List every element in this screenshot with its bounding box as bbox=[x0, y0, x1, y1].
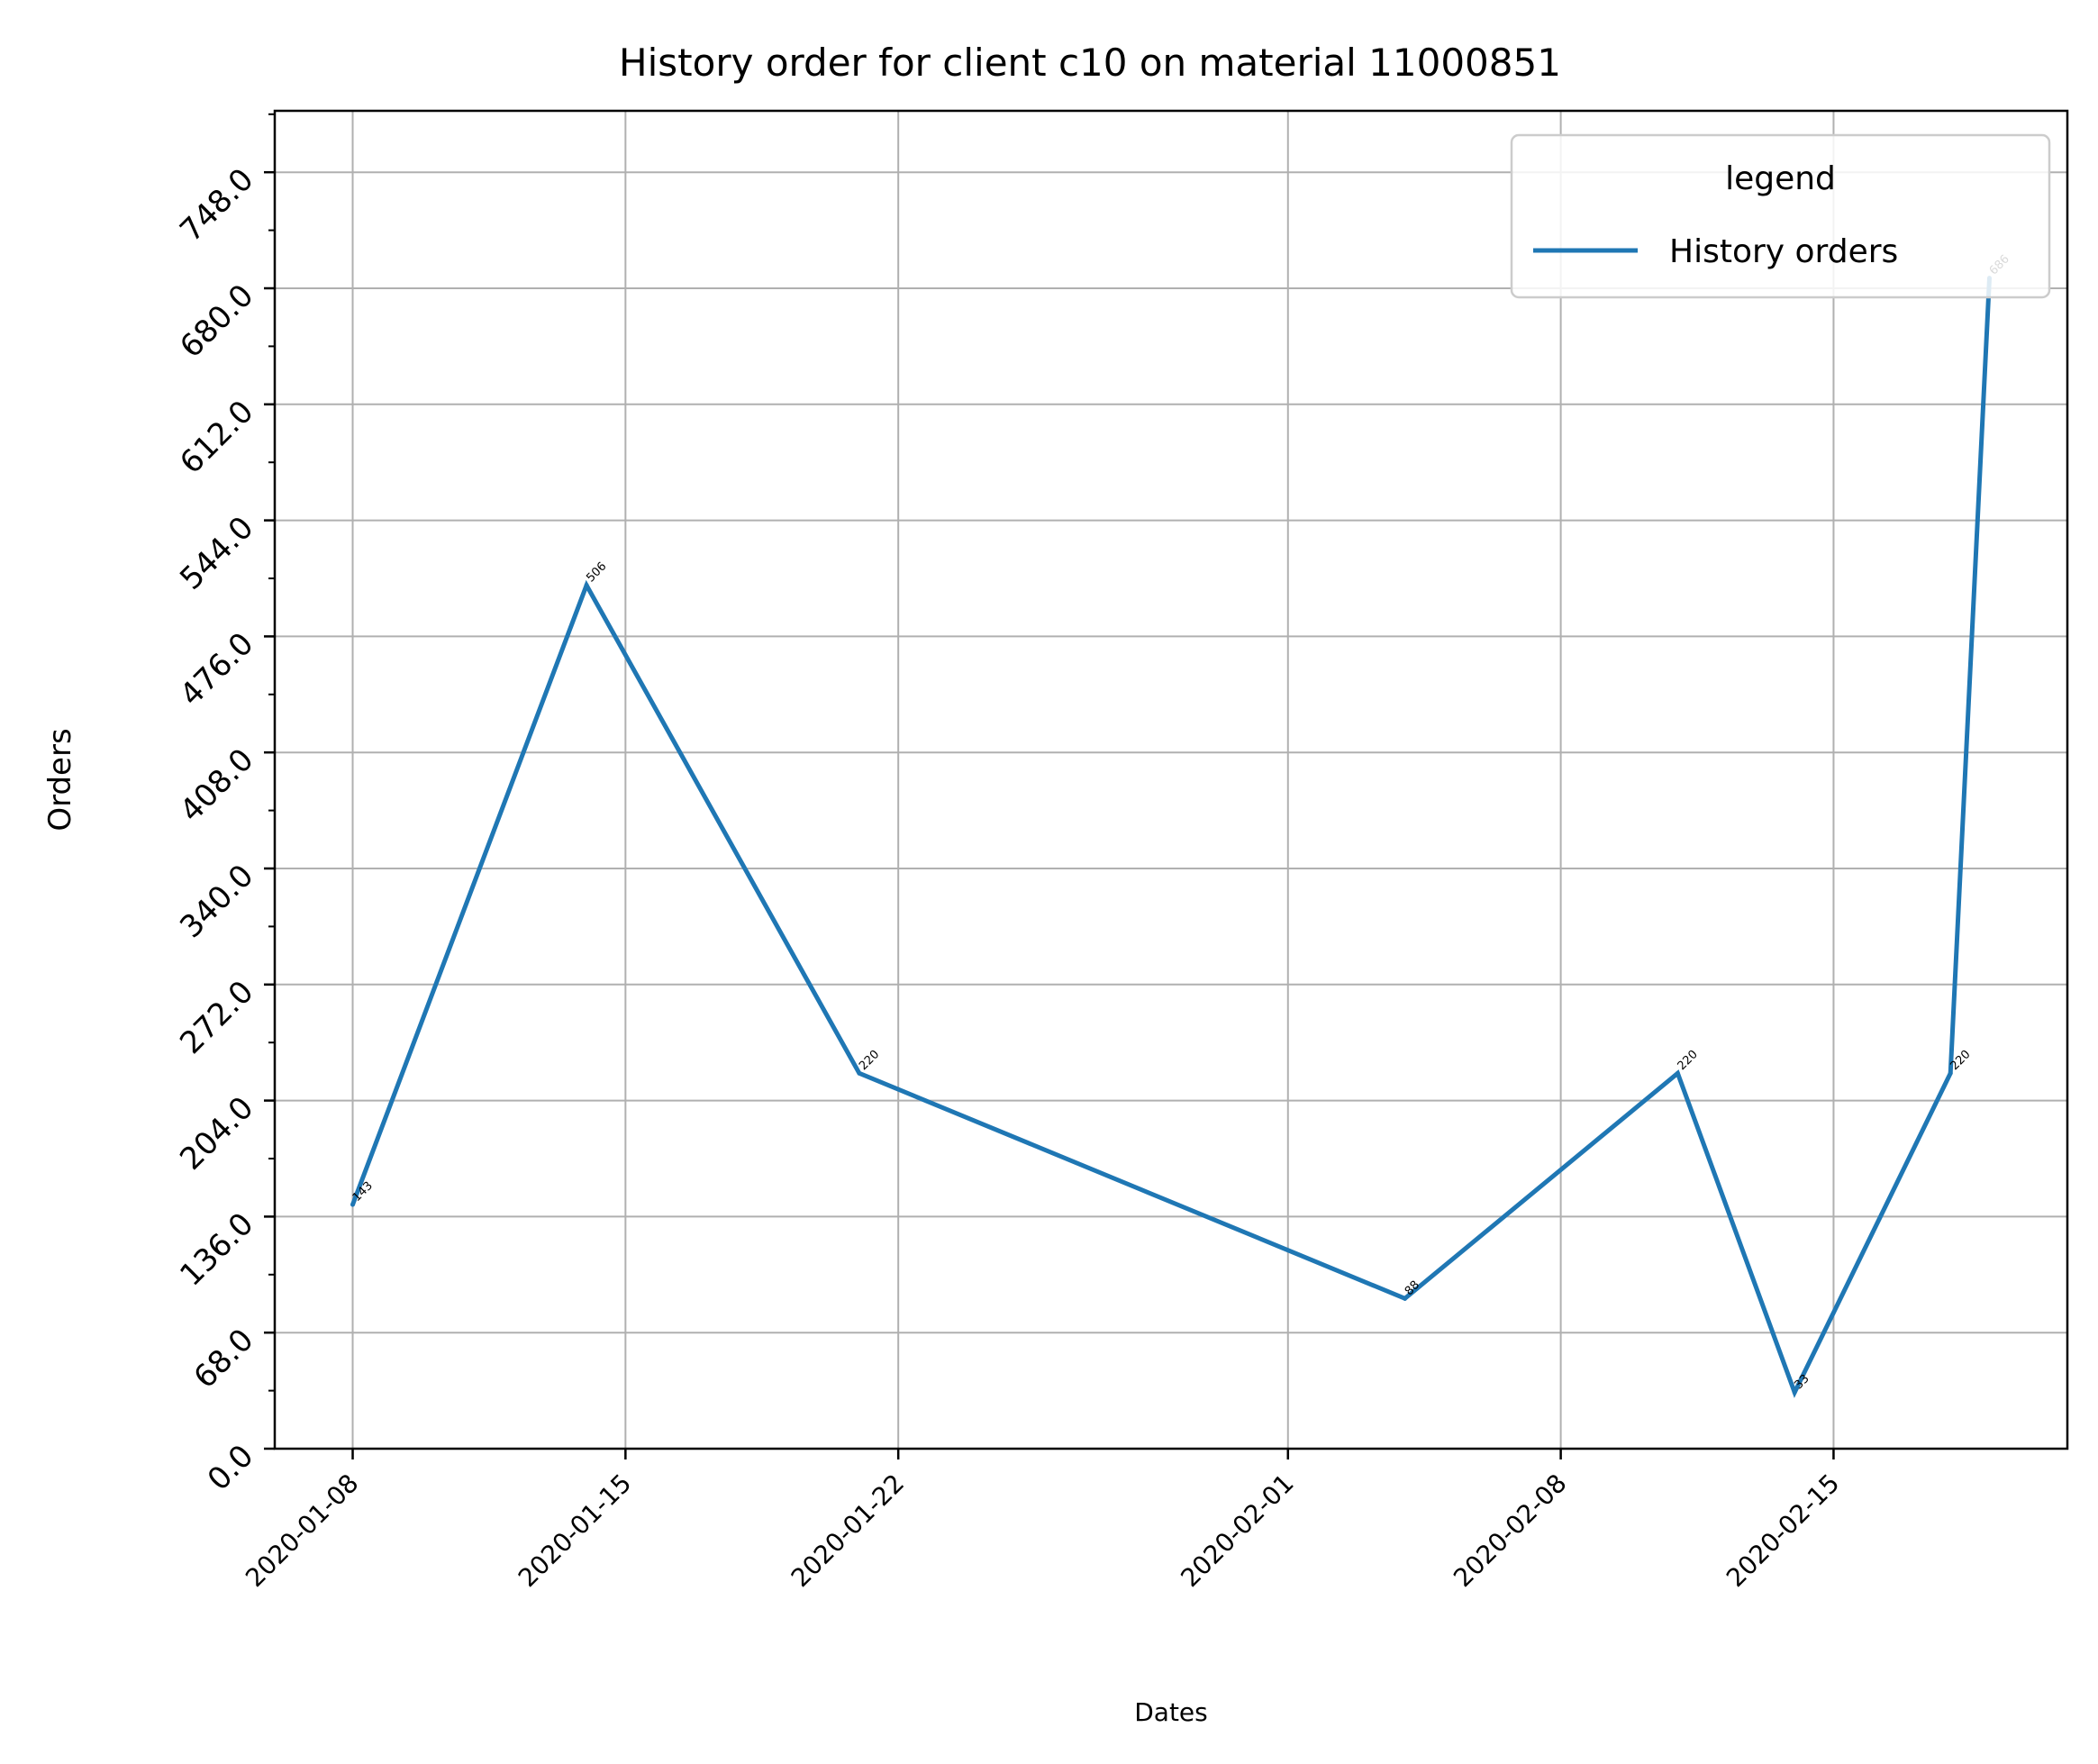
y-tick-label: 748.0 bbox=[173, 161, 260, 249]
x-tick-label: 2020-02-01 bbox=[1175, 1468, 1299, 1593]
data-label: 506 bbox=[584, 559, 609, 585]
data-point bbox=[1948, 1070, 1953, 1076]
y-tick-label: 476.0 bbox=[173, 625, 260, 713]
legend-box bbox=[1510, 133, 2051, 299]
y-tick-label: 136.0 bbox=[173, 1205, 260, 1293]
legend: legend History orders bbox=[1510, 133, 2051, 299]
y-axis-label: Orders bbox=[42, 728, 78, 831]
grid bbox=[275, 111, 2067, 1450]
data-point bbox=[857, 1070, 862, 1076]
x-tick-label: 2020-02-08 bbox=[1448, 1468, 1572, 1593]
data-point bbox=[584, 583, 589, 588]
y-tick-label: 340.0 bbox=[173, 858, 260, 945]
series-layer: 1435062208822033220686 bbox=[350, 252, 2012, 1398]
y-tick-label: 204.0 bbox=[173, 1090, 260, 1178]
y-tick-label: 0.0 bbox=[201, 1438, 261, 1498]
data-label: 220 bbox=[1676, 1048, 1701, 1073]
series-line-history-orders bbox=[350, 277, 1992, 1398]
y-tick-label: 68.0 bbox=[187, 1322, 261, 1396]
plot-frame bbox=[273, 109, 2069, 1450]
y-axis: 0.0 68.0 136.0 204.0 272.0 340.0 408.0 476.0 544… bbox=[173, 113, 275, 1498]
data-point bbox=[350, 1202, 356, 1207]
y-tick-label: 544.0 bbox=[173, 510, 260, 597]
x-tick-label: 2020-02-15 bbox=[1721, 1468, 1845, 1593]
data-label: 220 bbox=[857, 1048, 882, 1073]
legend-title: legend bbox=[1725, 160, 1836, 197]
x-tick-label: 2020-01-15 bbox=[513, 1468, 637, 1593]
data-point bbox=[1792, 1389, 1797, 1395]
y-tick-label: 408.0 bbox=[173, 741, 260, 829]
x-tick-label: 2020-01-08 bbox=[240, 1468, 364, 1593]
chart-title: History order for client c10 on material… bbox=[619, 41, 1561, 85]
legend-entry-history-orders: History orders bbox=[1669, 233, 1898, 270]
y-tick-label: 680.0 bbox=[173, 277, 260, 365]
y-tick-label: 272.0 bbox=[173, 974, 260, 1061]
data-point bbox=[1675, 1070, 1680, 1076]
x-axis-label: Dates bbox=[1134, 1697, 1208, 1727]
data-point bbox=[1403, 1296, 1408, 1301]
y-tick-label: 612.0 bbox=[173, 394, 260, 481]
x-tick-label: 2020-01-22 bbox=[786, 1468, 910, 1593]
x-axis: 2020-01-08 2020-01-15 2020-01-22 2020-02-01… bbox=[240, 1449, 1845, 1593]
